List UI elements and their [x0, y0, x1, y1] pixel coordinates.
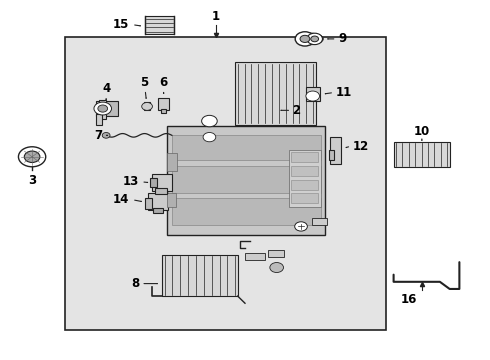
- Bar: [97, 114, 102, 125]
- Circle shape: [307, 33, 322, 45]
- Text: 6: 6: [160, 76, 168, 89]
- Circle shape: [311, 36, 319, 42]
- Bar: [330, 137, 341, 164]
- Bar: [158, 98, 169, 111]
- Text: 10: 10: [414, 125, 430, 138]
- Bar: [291, 193, 318, 203]
- Text: 14: 14: [113, 193, 129, 206]
- Bar: [167, 193, 176, 207]
- Text: 8: 8: [131, 277, 139, 290]
- Text: 11: 11: [336, 86, 352, 99]
- Bar: [99, 100, 106, 119]
- Bar: [152, 174, 172, 192]
- Circle shape: [98, 105, 108, 112]
- Bar: [147, 193, 168, 210]
- Bar: [306, 87, 319, 102]
- Text: 2: 2: [292, 104, 300, 117]
- Bar: [235, 62, 316, 125]
- Text: 13: 13: [122, 175, 139, 188]
- Bar: [167, 126, 325, 235]
- Bar: [162, 255, 238, 296]
- Text: 16: 16: [401, 293, 417, 306]
- Circle shape: [19, 147, 46, 167]
- Circle shape: [295, 32, 315, 46]
- Text: 12: 12: [353, 140, 369, 153]
- Bar: [161, 109, 166, 113]
- Circle shape: [202, 115, 217, 127]
- Circle shape: [142, 103, 152, 111]
- Bar: [155, 188, 167, 194]
- Bar: [145, 17, 174, 33]
- Circle shape: [102, 132, 110, 138]
- Bar: [145, 198, 152, 208]
- Bar: [329, 150, 334, 160]
- Bar: [269, 250, 284, 257]
- Bar: [153, 207, 163, 213]
- Circle shape: [294, 222, 307, 231]
- Circle shape: [24, 151, 40, 162]
- Bar: [393, 142, 450, 167]
- Text: 9: 9: [339, 32, 347, 45]
- Bar: [172, 135, 320, 160]
- Circle shape: [203, 132, 216, 142]
- Bar: [312, 217, 327, 225]
- Text: 7: 7: [94, 129, 102, 142]
- Bar: [289, 150, 320, 207]
- Bar: [144, 103, 150, 111]
- Bar: [97, 102, 118, 116]
- Bar: [245, 252, 266, 260]
- Bar: [172, 198, 320, 225]
- Text: 1: 1: [212, 10, 220, 23]
- Text: 15: 15: [113, 18, 129, 31]
- Text: 4: 4: [102, 82, 110, 95]
- Circle shape: [94, 102, 112, 115]
- Circle shape: [300, 35, 310, 42]
- Bar: [150, 178, 157, 187]
- Text: 3: 3: [28, 174, 36, 187]
- Text: 5: 5: [140, 76, 148, 89]
- Bar: [172, 166, 320, 193]
- Bar: [291, 153, 318, 162]
- Circle shape: [270, 262, 284, 273]
- Bar: [291, 180, 318, 190]
- Bar: [291, 166, 318, 176]
- Bar: [167, 153, 177, 171]
- Circle shape: [306, 91, 319, 101]
- Bar: [65, 37, 386, 330]
